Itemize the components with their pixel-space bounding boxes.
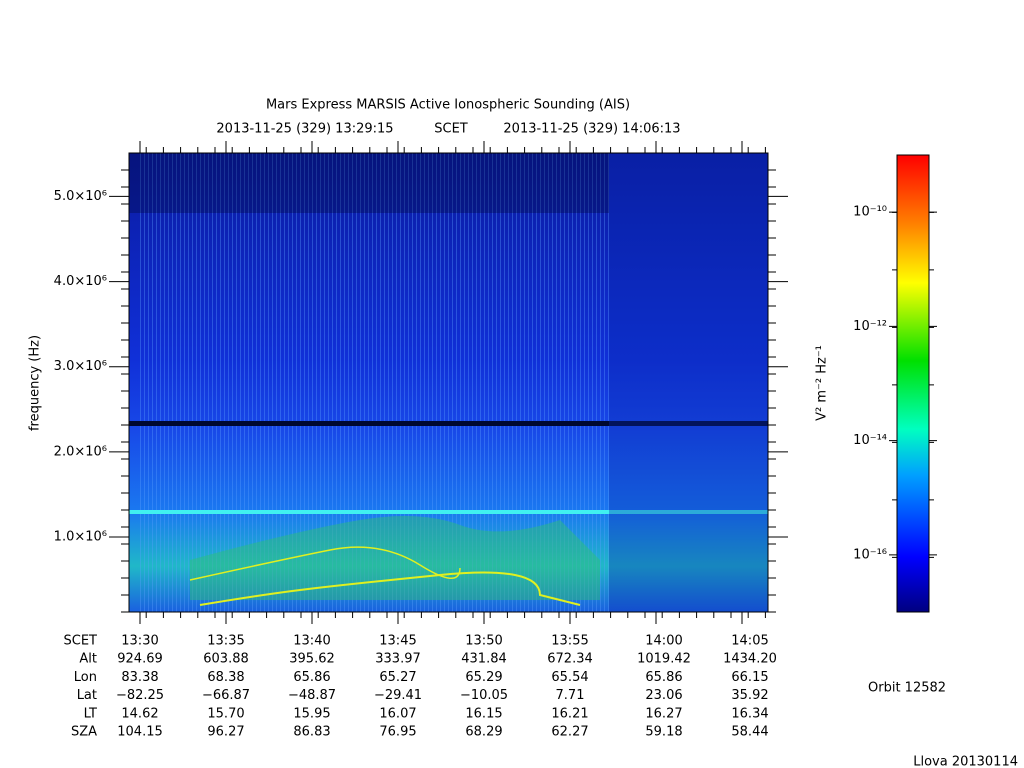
ephemeris-value: 66.15 (731, 670, 768, 685)
ephemeris-value: 431.84 (461, 652, 507, 667)
y-tick-label: 4.0×10⁶ (54, 274, 107, 289)
ephemeris-value: 15.70 (207, 706, 244, 721)
ephemeris-row-label: Alt (79, 652, 97, 667)
ephemeris-row-label: LT (84, 706, 97, 721)
ephemeris-value: 65.27 (379, 670, 416, 685)
ephemeris-value: −29.41 (374, 688, 422, 703)
ephemeris-value: 14.62 (121, 706, 158, 721)
ephemeris-value: 59.18 (645, 725, 682, 740)
spectrogram (129, 153, 768, 612)
ephemeris-row-label: SCET (64, 634, 98, 649)
ephemeris-value: 65.29 (465, 670, 502, 685)
ephemeris-row-label: Lon (74, 670, 97, 685)
ephemeris-value: −82.25 (116, 688, 164, 703)
ephemeris-value: 16.27 (645, 706, 682, 721)
ephemeris-value: 13:45 (379, 634, 416, 649)
ephemeris-value: 83.38 (121, 670, 158, 685)
ephemeris-value: 13:35 (207, 634, 244, 649)
ephemeris-value: 672.34 (547, 652, 593, 667)
ephemeris-value: 13:55 (551, 634, 588, 649)
ephemeris-value: 16.21 (551, 706, 588, 721)
ephemeris-value: 333.97 (375, 652, 421, 667)
ephemeris-value: 86.83 (293, 725, 330, 740)
colorbar-label: V² m⁻² Hz⁻¹ (815, 345, 830, 421)
ephemeris-value: 68.29 (465, 725, 502, 740)
ephemeris-value: 7.71 (556, 688, 585, 703)
ephemeris-value: 1434.20 (723, 652, 777, 667)
y-tick-label: 1.0×10⁶ (54, 530, 107, 545)
ephemeris-value: 16.15 (465, 706, 502, 721)
colorbar-tick-label: 10⁻¹² (853, 319, 887, 334)
y-tick-label: 5.0×10⁶ (54, 189, 107, 204)
colorbar (896, 154, 930, 613)
ephemeris-value: 58.44 (731, 725, 768, 740)
plot-frame (128, 152, 769, 613)
ephemeris-value: 65.86 (645, 670, 682, 685)
ephemeris-value: 395.62 (289, 652, 335, 667)
ephemeris-value: 62.27 (551, 725, 588, 740)
colorbar-tick-label: 10⁻¹⁴ (853, 433, 887, 448)
ephemeris-value: 76.95 (379, 725, 416, 740)
colorbar-tick-label: 10⁻¹⁰ (853, 205, 887, 220)
ephemeris-value: 13:50 (465, 634, 502, 649)
end-time: 2013-11-25 (329) 14:06:13 (503, 122, 680, 137)
ephemeris-value: 65.86 (293, 670, 330, 685)
ephemeris-value: 96.27 (207, 725, 244, 740)
colorbar-tick-label: 10⁻¹⁶ (853, 547, 887, 562)
time-system: SCET (434, 122, 468, 137)
ephemeris-value: 35.92 (731, 688, 768, 703)
ephemeris-value: 924.69 (117, 652, 163, 667)
title: Mars Express MARSIS Active Ionospheric S… (266, 98, 630, 113)
ephemeris-row-label: Lat (77, 688, 97, 703)
ephemeris-value: −10.05 (460, 688, 508, 703)
ephemeris-value: 16.07 (379, 706, 416, 721)
ephemeris-value: 14:05 (731, 634, 768, 649)
y-tick-label: 2.0×10⁶ (54, 444, 107, 459)
y-axis-label: frequency (Hz) (28, 335, 43, 431)
ephemeris-value: 65.54 (551, 670, 588, 685)
ephemeris-value: 104.15 (117, 725, 163, 740)
ephemeris-value: 13:40 (293, 634, 330, 649)
start-time: 2013-11-25 (329) 13:29:15 (216, 122, 393, 137)
y-tick-label: 3.0×10⁶ (54, 359, 107, 374)
ephemeris-value: 15.95 (293, 706, 330, 721)
ephemeris-value: 16.34 (731, 706, 768, 721)
ephemeris-value: 14:00 (645, 634, 682, 649)
footer: Llova 20130114 (913, 755, 1018, 768)
ephemeris-value: 13:30 (121, 634, 158, 649)
ephemeris-value: 1019.42 (637, 652, 691, 667)
ephemeris-row-label: SZA (71, 725, 97, 740)
orbit: Orbit 12582 (868, 681, 946, 696)
ephemeris-value: −66.87 (202, 688, 250, 703)
ephemeris-value: −48.87 (288, 688, 336, 703)
ephemeris-value: 603.88 (203, 652, 249, 667)
ephemeris-value: 68.38 (207, 670, 244, 685)
ephemeris-value: 23.06 (645, 688, 682, 703)
